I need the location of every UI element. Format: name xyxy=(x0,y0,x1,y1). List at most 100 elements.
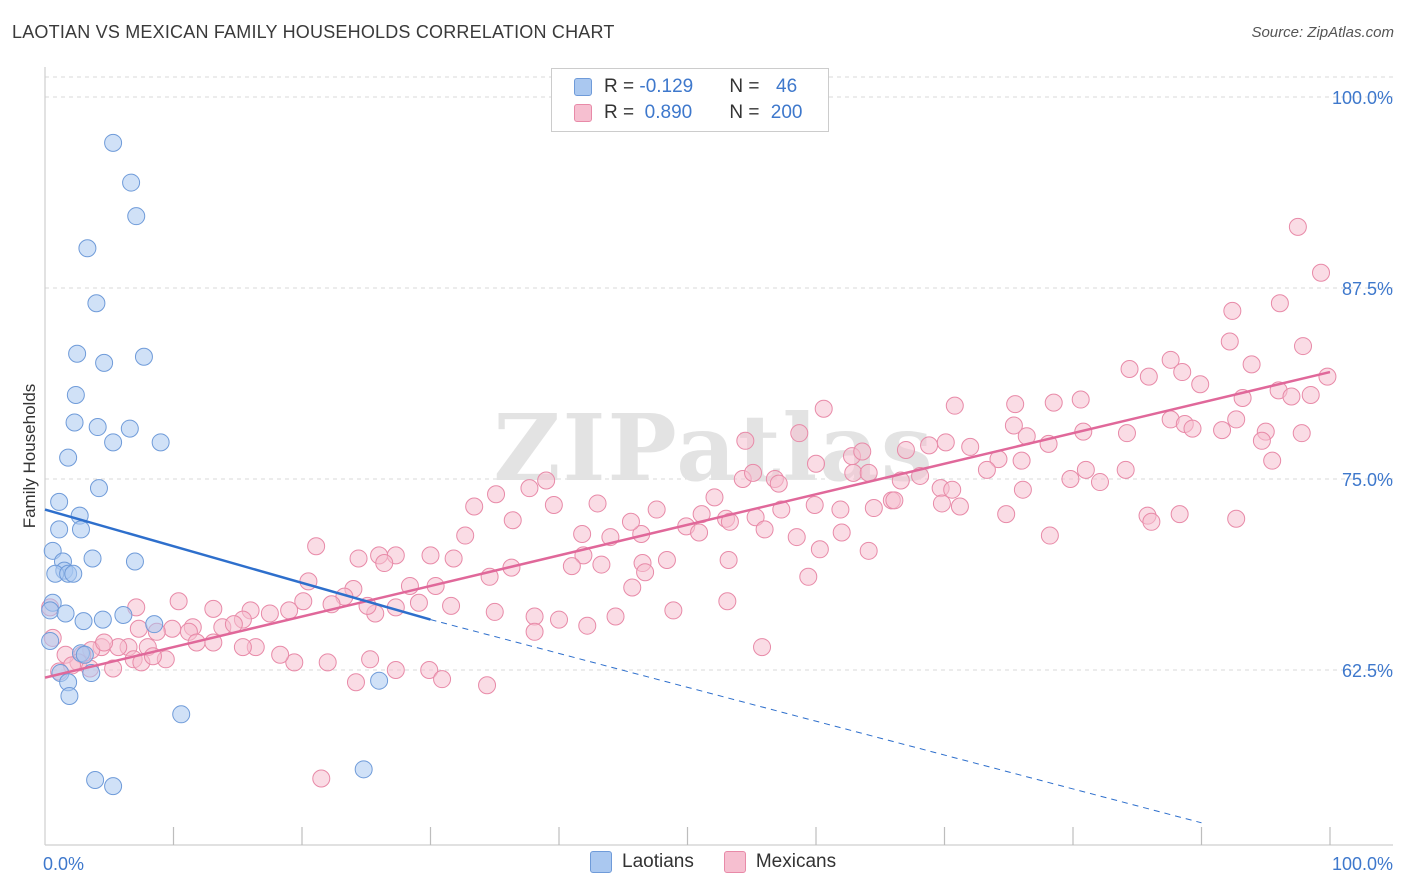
legend-n-label: N = xyxy=(729,102,765,123)
laotian-point xyxy=(122,173,141,192)
mexican-point xyxy=(285,653,304,672)
mexican-point xyxy=(169,592,188,611)
axes xyxy=(44,67,1393,846)
mexican-point xyxy=(623,578,642,597)
mexican-point xyxy=(859,541,878,560)
laotian-point xyxy=(41,631,60,650)
mexican-point xyxy=(1183,419,1202,438)
laotian-point xyxy=(68,344,87,363)
mexican-point xyxy=(961,437,980,456)
mexican-point xyxy=(478,676,497,695)
mexican-point xyxy=(744,463,763,482)
mexican-point xyxy=(932,494,951,513)
mexican-point xyxy=(657,550,676,569)
laotian-point xyxy=(88,418,107,437)
mexican-point xyxy=(129,619,148,638)
mexican-point xyxy=(1090,473,1109,492)
laotian-point xyxy=(83,549,102,568)
mexican-point xyxy=(588,494,607,513)
y-axis-label: Family Households xyxy=(20,384,39,529)
mexican-point xyxy=(1263,451,1282,470)
mexicans-trend-line xyxy=(44,370,1331,679)
mexican-point xyxy=(1301,385,1320,404)
mexican-point xyxy=(1013,480,1032,499)
laotian-point xyxy=(120,419,139,438)
laotian-point xyxy=(87,294,106,313)
mexican-point xyxy=(550,610,568,629)
mexican-point xyxy=(1223,301,1242,320)
laotian-point xyxy=(78,239,97,258)
mexican-point xyxy=(1117,424,1136,443)
y-tick-label: 75.0% xyxy=(1342,470,1393,490)
mexican-point xyxy=(1220,332,1239,351)
mexican-point xyxy=(1294,337,1313,356)
mexican-point xyxy=(621,512,640,531)
mexican-point xyxy=(896,440,915,459)
mexican-point xyxy=(943,480,962,499)
mexican-point xyxy=(950,497,969,516)
legend-n-label: N = xyxy=(729,76,765,97)
mexican-point xyxy=(433,670,452,689)
mexican-point xyxy=(997,505,1016,524)
mexican-point xyxy=(844,463,863,482)
mexican-point xyxy=(720,512,739,531)
mexican-swatch-icon xyxy=(723,851,746,873)
x-tick-label-right: 100.0% xyxy=(1332,854,1393,874)
laotian-point xyxy=(89,479,108,498)
legend-item-mexicans[interactable]: Mexicans xyxy=(723,851,837,873)
mexican-point xyxy=(1139,367,1158,386)
legend-label-mexicans: Mexicans xyxy=(755,851,837,872)
mexican-point xyxy=(606,607,625,626)
mexican-point xyxy=(1120,359,1139,378)
mexican-point xyxy=(271,645,290,664)
source-label: Source: ZipAtlas.com xyxy=(1251,24,1394,41)
mexican-point xyxy=(1288,217,1307,236)
mexican-point xyxy=(163,619,182,638)
mexican-point xyxy=(573,525,592,544)
mexican-point xyxy=(790,424,809,443)
mexican-point xyxy=(787,528,806,547)
mexican-point xyxy=(1006,395,1025,414)
legend-r-label: R = xyxy=(604,102,640,123)
laotian-point xyxy=(125,552,144,571)
mexican-point xyxy=(772,500,791,519)
mexican-point xyxy=(280,601,299,620)
mexican-point xyxy=(1004,416,1023,435)
mexican-point xyxy=(204,599,223,618)
mexican-point xyxy=(520,479,539,498)
laotian-point xyxy=(145,615,164,634)
mexican-point xyxy=(690,523,709,542)
mexican-point xyxy=(1040,526,1059,545)
laotian-point xyxy=(104,433,123,452)
laotian-point xyxy=(354,760,373,779)
laotian-point xyxy=(114,605,133,624)
y-tick-label: 87.5% xyxy=(1342,279,1393,299)
mexican-point xyxy=(525,622,544,641)
mexican-point xyxy=(1044,393,1063,412)
mexican-point xyxy=(1227,509,1246,528)
mexican-point xyxy=(420,661,439,679)
x-tick-label-left: 0.0% xyxy=(43,854,84,874)
mexican-point xyxy=(1252,431,1271,450)
mexican-point xyxy=(1076,460,1095,479)
mexican-point xyxy=(799,567,818,586)
laotian-point xyxy=(127,207,146,226)
mexican-point xyxy=(736,431,755,450)
legend-r-label: R = xyxy=(604,76,640,97)
mexican-point xyxy=(718,592,737,611)
laotian-point xyxy=(60,686,79,705)
mexican-point xyxy=(977,460,996,479)
laotian-point xyxy=(71,520,90,539)
legend-item-laotians[interactable]: Laotians xyxy=(590,851,694,873)
laotian-point xyxy=(370,671,389,690)
mexican-point xyxy=(1170,505,1189,524)
mexican-point xyxy=(421,546,440,565)
y-tick-label: 100.0% xyxy=(1332,88,1393,108)
legend-r-value: 0.890 xyxy=(639,102,693,123)
laotian-point xyxy=(56,604,75,623)
legend-row-mexicans: R = 0.890 N = 200 xyxy=(574,101,802,125)
mexican-point xyxy=(769,474,788,493)
mexican-point xyxy=(853,442,872,461)
mexican-point xyxy=(312,769,331,788)
laotian-point xyxy=(86,771,105,790)
